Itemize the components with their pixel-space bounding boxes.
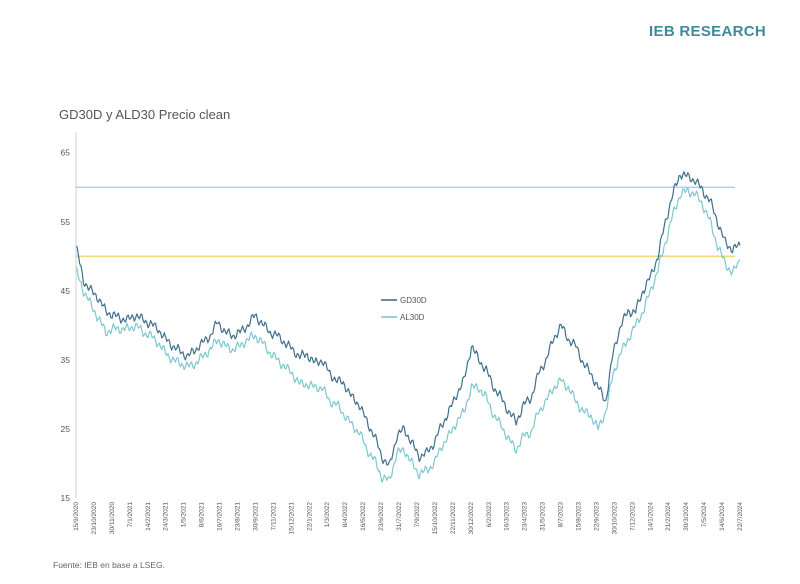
x-tick-label: 7/12/2023 [629,502,636,531]
x-tick-label: 15/8/2023 [575,502,582,531]
x-tick-label: 21/2/2024 [665,502,672,531]
x-tick-label: 22/11/2022 [450,502,457,534]
legend-label-al30d: AL30D [400,313,425,322]
x-tick-label: 1/3/2022 [324,502,331,528]
x-tick-label: 1/5/2021 [181,502,188,528]
x-tick-label: 16/5/2022 [360,502,367,531]
x-tick-label: 31/5/2023 [540,502,547,531]
chart-title: GD30D y ALD30 Precio clean [59,107,231,122]
y-tick-label: 15 [61,493,71,503]
x-tick-label: 23/4/2023 [522,502,529,531]
series-line-al30d [75,186,741,483]
x-tick-label: 23/6/2022 [378,502,385,531]
x-tick-label: 31/7/2022 [396,502,403,531]
y-tick-label: 35 [61,355,71,365]
x-tick-label: 14/2/2021 [145,502,152,531]
brand-logo-text: IEB RESEARCH [649,23,766,40]
x-tick-label: 30/9/2021 [252,502,259,531]
y-tick-label: 25 [61,424,71,434]
legend-label-gd30d: GD30D [400,296,427,305]
x-tick-label: 23/8/2021 [235,502,242,531]
x-tick-label: 24/3/2021 [163,502,170,531]
x-tick-label: 22/9/2023 [593,502,600,531]
x-tick-label: 22/1/2022 [306,502,313,531]
x-tick-label: 8/4/2022 [342,502,349,528]
y-tick-label: 65 [61,148,71,158]
y-tick-label: 45 [61,286,71,296]
x-tick-label: 30/12/2022 [468,502,475,535]
x-tick-label: 23/10/2020 [91,502,98,535]
x-tick-label: 7/11/2021 [270,502,277,531]
x-tick-label: 15/12/2021 [288,502,295,535]
x-tick-label: 30/11/2020 [109,502,116,534]
x-tick-label: 14/6/2024 [719,502,726,531]
x-tick-label: 15/9/2020 [73,502,80,531]
x-tick-label: 7/5/2024 [701,502,708,528]
y-tick-label: 55 [61,217,71,227]
x-tick-label: 7/9/2022 [414,502,421,528]
x-tick-label: 30/3/2024 [683,502,690,531]
x-tick-label: 6/2/2023 [486,502,493,528]
series-line-gd30d [75,171,741,466]
source-note: Fuente: IEB en base a LSEG. [53,560,165,570]
x-tick-label: 7/1/2021 [127,502,134,528]
x-tick-label: 16/7/2021 [217,502,224,531]
x-tick-label: 8/7/2023 [558,502,565,528]
x-tick-label: 16/3/2023 [504,502,511,531]
x-tick-label: 22/7/2024 [737,502,744,531]
x-tick-label: 15/10/2022 [432,502,439,535]
x-tick-label: 30/10/2023 [611,502,618,535]
x-tick-label: 14/1/2024 [647,502,654,531]
x-tick-label: 8/6/2021 [199,502,206,528]
